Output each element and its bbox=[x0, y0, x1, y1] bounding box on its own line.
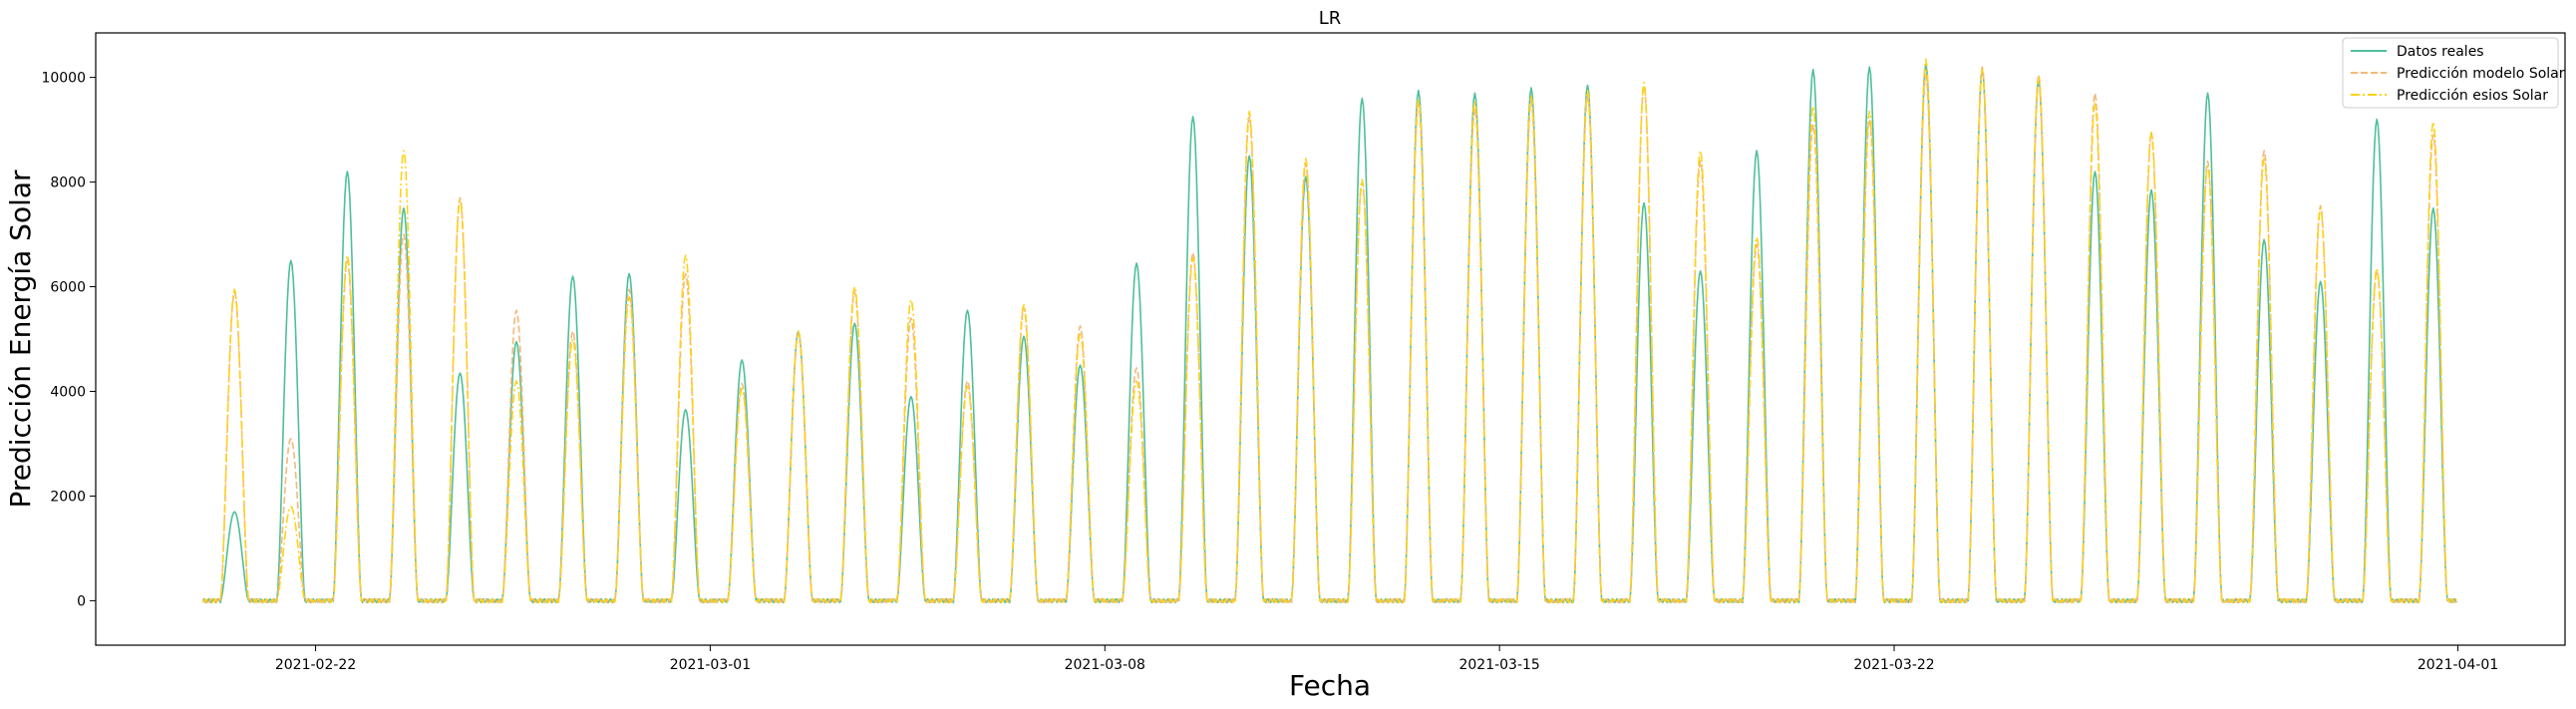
x-axis: 2021-02-22 2021-03-01 2021-03-08 2021-03-15… bbox=[275, 645, 2498, 673]
y-axis: 0 2000 4000 6000 8000 10000 bbox=[41, 71, 96, 609]
legend: Datos reales Predicción modelo Solar Pre… bbox=[2342, 37, 2565, 109]
x-tick-label: 2021-03-08 bbox=[1065, 657, 1145, 673]
y-tick-label: 0 bbox=[77, 593, 86, 609]
y-axis-title: Predicción Energía Solar bbox=[4, 170, 37, 509]
y-tick-label: 2000 bbox=[50, 489, 86, 505]
series-layer bbox=[201, 58, 2458, 604]
legend-label-datos-reales: Datos reales bbox=[2397, 44, 2484, 60]
series-line-prediccion-modelo-solar bbox=[201, 66, 2458, 604]
series-line-prediccion-esios-solar bbox=[201, 58, 2458, 604]
x-tick-label: 2021-04-01 bbox=[2417, 657, 2498, 673]
legend-frame bbox=[2342, 37, 2559, 109]
plot-area bbox=[95, 32, 2566, 646]
chart-title: LR bbox=[1319, 8, 1342, 29]
plot-frame bbox=[95, 32, 2566, 646]
y-tick-label: 4000 bbox=[50, 384, 86, 400]
legend-label-prediccion-esios: Predicción esios Solar bbox=[2397, 88, 2548, 104]
series-line-datos-reales bbox=[201, 63, 2457, 604]
x-tick-label: 2021-03-01 bbox=[670, 657, 751, 673]
x-tick-label: 2021-03-22 bbox=[1853, 657, 1934, 673]
x-tick-label: 2021-02-22 bbox=[275, 657, 356, 673]
legend-label-prediccion-modelo: Predicción modelo Solar bbox=[2397, 66, 2565, 82]
legend-entry-datos-reales: Datos reales bbox=[2351, 44, 2484, 60]
x-axis-title: Fecha bbox=[1289, 669, 1371, 702]
y-tick-label: 6000 bbox=[50, 280, 86, 296]
x-tick-label: 2021-03-15 bbox=[1458, 657, 1539, 673]
legend-entry-prediccion-modelo: Predicción modelo Solar bbox=[2351, 66, 2565, 82]
y-tick-label: 10000 bbox=[41, 71, 86, 87]
legend-entry-prediccion-esios: Predicción esios Solar bbox=[2351, 88, 2548, 104]
y-tick-label: 8000 bbox=[50, 176, 86, 191]
